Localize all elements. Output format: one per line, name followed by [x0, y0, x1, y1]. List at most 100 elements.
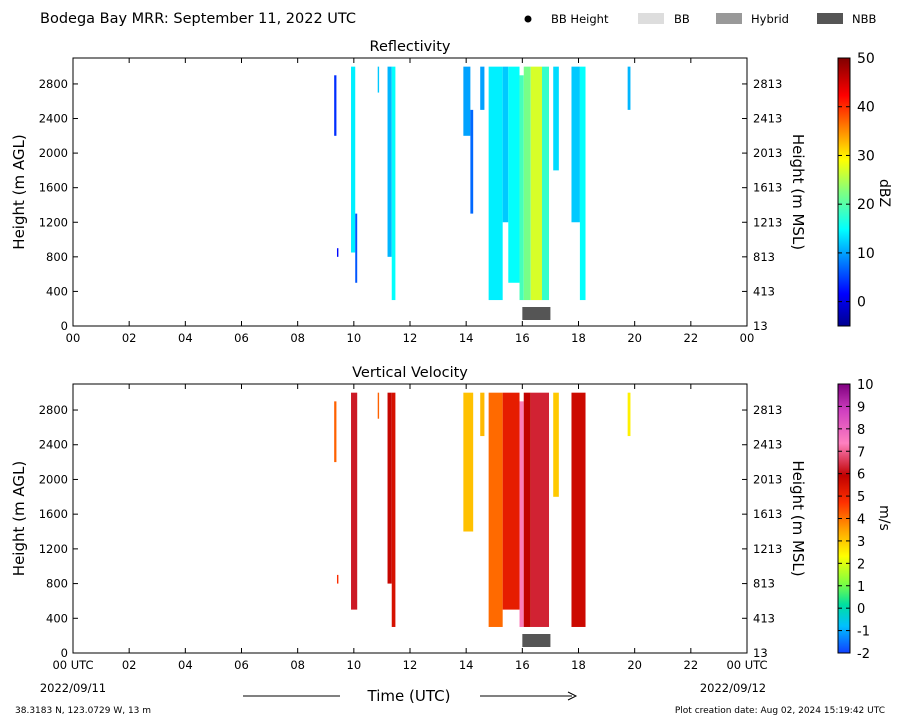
x-tick-label: 14 — [459, 658, 474, 672]
x-title-arrowhead — [567, 691, 578, 701]
x-tick-label: 02 — [122, 331, 137, 345]
x-tick-label: 06 — [234, 658, 249, 672]
echo-column — [579, 66, 586, 301]
x-tick-label: 16 — [515, 658, 530, 672]
left-y-tick-label: 400 — [46, 284, 68, 298]
left-y-axis-title: Height (m AGL) — [10, 134, 28, 249]
velocity-colorbar-unit: m/s — [876, 505, 892, 531]
right-y-tick-label: 413 — [753, 611, 775, 625]
colorbar-tick-label: 7 — [857, 445, 865, 460]
legend-bb-swatch — [638, 13, 664, 24]
legend-bb-label: BB — [674, 12, 690, 26]
left-y-tick-label: 2800 — [39, 403, 68, 417]
colorbar-tick-label: 40 — [857, 100, 875, 116]
colorbar-tick-label: 20 — [857, 197, 875, 213]
x-tick-label: 14 — [459, 331, 474, 345]
echo-column — [519, 75, 524, 301]
legend-hybrid-label: Hybrid — [751, 12, 789, 26]
colorbar-tick-label: -1 — [857, 625, 870, 640]
left-y-tick-label: 2400 — [39, 438, 68, 452]
colorbar-tick-label: 30 — [857, 148, 875, 164]
echo-column — [334, 75, 337, 136]
left-y-tick-label: 800 — [46, 250, 68, 264]
echo-column — [334, 401, 337, 463]
station-location: 38.3183 N, 123.0729 W, 13 m — [15, 706, 151, 716]
right-y-tick-label: 813 — [753, 250, 775, 264]
echo-column — [530, 392, 550, 627]
echo-column — [553, 392, 559, 497]
echo-column — [488, 392, 503, 627]
colorbar-tick-label: 3 — [857, 535, 865, 550]
legend-nbb-label: NBB — [852, 12, 876, 26]
echo-column — [336, 574, 339, 584]
x-tick-label: 12 — [403, 331, 418, 345]
echo-column — [523, 392, 531, 627]
colorbar-tick-label: 10 — [857, 378, 874, 393]
reflectivity-colorbar-unit: dBZ — [876, 179, 892, 207]
left-y-tick-label: 800 — [46, 577, 68, 591]
x-tick-label: 20 — [627, 331, 642, 345]
left-y-axis-title: Height (m AGL) — [10, 461, 28, 576]
x-tick-label: 20 — [627, 658, 642, 672]
right-y-tick-label: 2413 — [753, 438, 782, 452]
echo-column — [519, 401, 524, 627]
echo-column — [627, 392, 631, 437]
x-tick-label: 22 — [684, 331, 699, 345]
plot-creation-date: Plot creation date: Aug 02, 2024 15:19:4… — [675, 706, 885, 716]
x-tick-label: 10 — [347, 331, 362, 345]
echo-column — [377, 66, 380, 93]
legend-bb-height-marker — [524, 15, 532, 23]
right-y-tick-label: 1613 — [753, 181, 782, 195]
echo-column — [391, 392, 396, 627]
x-tick-label: 08 — [290, 658, 305, 672]
x-tick-label: 22 — [684, 658, 699, 672]
legend-nbb-swatch — [817, 13, 843, 24]
x-tick-label: 10 — [347, 658, 362, 672]
echo-column — [463, 392, 474, 532]
echo-column — [480, 392, 485, 437]
colorbar-tick-label: 8 — [857, 423, 865, 438]
echo-column — [541, 66, 550, 301]
x-tick-label: 00 — [66, 331, 81, 345]
x-tick-label: 16 — [515, 331, 530, 345]
echo-column — [480, 66, 485, 110]
colorbar-tick-label: -2 — [857, 647, 870, 662]
x-tick-label: 12 — [403, 658, 418, 672]
right-y-tick-label: 413 — [753, 284, 775, 298]
left-y-tick-label: 0 — [61, 319, 68, 333]
colorbar-tick-label: 9 — [857, 400, 865, 415]
figure-title: Bodega Bay MRR: September 11, 2022 UTC — [40, 11, 356, 27]
echo-column — [530, 66, 542, 301]
left-y-tick-label: 1600 — [39, 181, 68, 195]
x-axis-title: Time (UTC) — [367, 687, 451, 705]
echo-column — [463, 66, 471, 136]
left-y-tick-label: 2400 — [39, 112, 68, 126]
left-y-tick-label: 1200 — [39, 215, 68, 229]
echo-column — [336, 248, 339, 257]
echo-column — [553, 66, 559, 171]
echo-column — [571, 66, 580, 223]
echo-column — [523, 66, 531, 301]
echo-column — [502, 66, 509, 223]
x-tick-label: 18 — [571, 658, 586, 672]
nbb-marker — [522, 307, 551, 320]
echo-column — [391, 66, 396, 301]
right-y-tick-label: 813 — [753, 577, 775, 591]
legend-bb-height-label: BB Height — [551, 12, 609, 26]
colorbar-tick-label: 10 — [857, 246, 875, 262]
end-date-label: 2022/09/12 — [700, 681, 766, 695]
nbb-marker — [522, 634, 551, 647]
reflectivity-colorbar: dBZ 0 10 20 30 40 50 — [837, 51, 892, 327]
right-y-tick-label: 2813 — [753, 77, 782, 91]
x-tick-label: 04 — [178, 331, 193, 345]
legend-hybrid-swatch — [716, 13, 742, 24]
plot-frame — [72, 57, 748, 327]
x-tick-label: 02 — [122, 658, 137, 672]
colorbar-tick-label: 6 — [857, 468, 865, 483]
colorbar-tick-label: 5 — [857, 490, 865, 505]
colorbar-tick-label: 4 — [857, 513, 865, 528]
left-y-tick-label: 0 — [61, 646, 68, 660]
